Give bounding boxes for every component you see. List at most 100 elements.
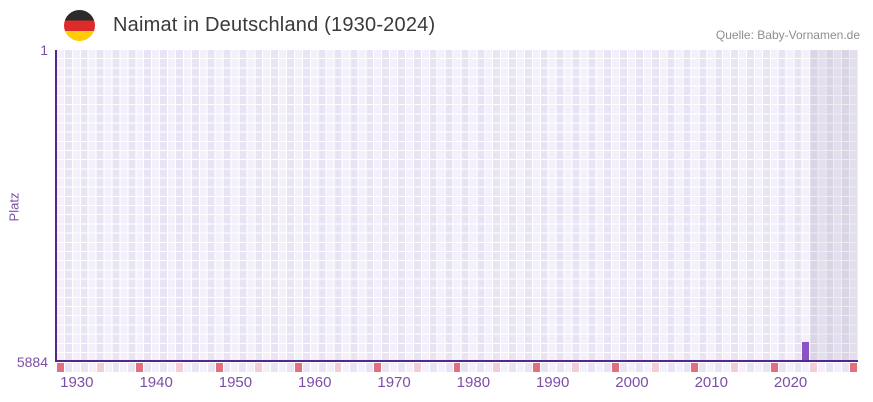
- x-tick-cell: [635, 363, 643, 372]
- x-tick-cell: [302, 363, 310, 372]
- x-tick-cell: [731, 363, 739, 372]
- recent-years-highlight-band: [810, 50, 858, 360]
- x-tick-cell: [239, 363, 247, 372]
- x-tick-cell: [691, 363, 699, 372]
- x-tick-cell: [310, 363, 318, 372]
- x-tick-cell: [128, 363, 136, 372]
- x-tick-cell: [279, 363, 286, 372]
- x-tick-cell: [175, 363, 183, 372]
- x-tick-cell: [723, 363, 731, 372]
- x-tick-cell: [556, 363, 564, 372]
- x-tick-cell: [485, 363, 493, 372]
- x-axis-label: 1970: [377, 374, 411, 391]
- x-tick-cell: [398, 363, 405, 372]
- y-axis-title: Platz: [6, 192, 22, 222]
- x-tick-cell: [588, 363, 596, 372]
- x-tick-cell: [334, 363, 342, 372]
- x-tick-cell: [501, 363, 509, 372]
- x-tick-cell: [413, 363, 421, 372]
- x-tick-cell: [659, 363, 667, 372]
- x-tick-cell: [294, 363, 302, 372]
- x-tick-cell: [136, 363, 144, 372]
- x-tick-cell: [786, 363, 794, 372]
- x-tick-cell: [477, 363, 485, 372]
- x-tick-cell: [247, 363, 255, 372]
- x-tick-cell: [271, 363, 279, 372]
- x-tick-cell: [604, 363, 612, 372]
- x-tick-cell: [215, 363, 223, 372]
- x-tick-cell: [453, 363, 461, 372]
- x-tick-cell: [532, 363, 540, 372]
- x-tick-cell: [810, 363, 818, 372]
- x-axis-labels: 1930 1940 1950 1960 1970 1980 1990 2000 2010 2020: [57, 374, 858, 396]
- x-tick-cell: [770, 363, 778, 372]
- x-tick-cell: [223, 363, 231, 372]
- x-tick-cell: [358, 363, 366, 372]
- x-tick-cell: [643, 363, 651, 372]
- x-tick-cell: [802, 363, 810, 372]
- y-axis-label-min: 1: [40, 42, 48, 58]
- x-axis-label: 2000: [615, 374, 649, 391]
- x-tick-cell: [794, 363, 802, 372]
- x-tick-cell: [818, 363, 826, 372]
- x-tick-cell: [64, 363, 72, 372]
- x-tick-cell: [548, 363, 556, 372]
- x-tick-cell: [72, 363, 80, 372]
- x-tick-cell: [524, 363, 532, 372]
- x-tick-cell: [461, 363, 469, 372]
- x-tick-cell: [57, 363, 64, 372]
- german-flag-icon: [64, 10, 95, 41]
- x-tick-cell: [667, 363, 675, 372]
- x-tick-cell: [263, 363, 271, 372]
- x-tick-cell: [509, 363, 516, 372]
- x-tick-cell: [572, 363, 580, 372]
- x-tick-cell: [88, 363, 96, 372]
- x-tick-cell: [596, 363, 604, 372]
- y-axis-label-max: 5884: [16, 354, 48, 370]
- x-tick-cell: [675, 363, 683, 372]
- x-tick-cell: [144, 363, 152, 372]
- x-tick-cell: [183, 363, 191, 372]
- x-tick-cell: [739, 363, 746, 372]
- x-tick-cell: [493, 363, 501, 372]
- x-tick-cell: [199, 363, 207, 372]
- x-axis-label: 1980: [456, 374, 491, 391]
- x-tick-cell: [80, 363, 88, 372]
- chart-title: Naimat in Deutschland (1930-2024): [113, 14, 436, 36]
- x-tick-cell: [850, 363, 857, 372]
- x-tick-cell: [374, 363, 382, 372]
- x-tick-cell: [207, 363, 215, 372]
- x-tick-cell: [231, 363, 239, 372]
- x-axis-label: 2010: [694, 374, 728, 391]
- x-tick-cell: [762, 363, 770, 372]
- x-tick-cell: [96, 363, 104, 372]
- x-tick-cell: [350, 363, 358, 372]
- x-tick-cell: [405, 363, 413, 372]
- x-tick-cell: [540, 363, 548, 372]
- data-point-bar-2022[interactable]: [802, 342, 810, 360]
- x-axis-tick-strip: [57, 363, 858, 372]
- x-tick-cell: [516, 363, 524, 372]
- x-tick-cell: [834, 363, 842, 372]
- x-tick-cell: [715, 363, 723, 372]
- x-tick-cell: [112, 363, 120, 372]
- x-tick-cell: [421, 363, 429, 372]
- x-tick-cell: [564, 363, 572, 372]
- x-tick-cell: [318, 363, 326, 372]
- x-tick-cell: [620, 363, 627, 372]
- x-tick-cell: [842, 363, 850, 372]
- x-tick-cell: [366, 363, 374, 372]
- x-axis-label: 1960: [298, 374, 332, 391]
- x-tick-cell: [104, 363, 112, 372]
- x-tick-cell: [326, 363, 334, 372]
- source-attribution: Quelle: Baby-Vornamen.de: [715, 28, 860, 42]
- x-tick-cell: [580, 363, 588, 372]
- x-tick-cell: [746, 363, 754, 372]
- x-tick-cell: [651, 363, 659, 372]
- x-tick-cell: [445, 363, 453, 372]
- x-axis-label: 1990: [535, 374, 570, 391]
- x-axis-label: 2020: [773, 374, 808, 391]
- x-tick-cell: [191, 363, 199, 372]
- x-tick-cell: [286, 363, 294, 372]
